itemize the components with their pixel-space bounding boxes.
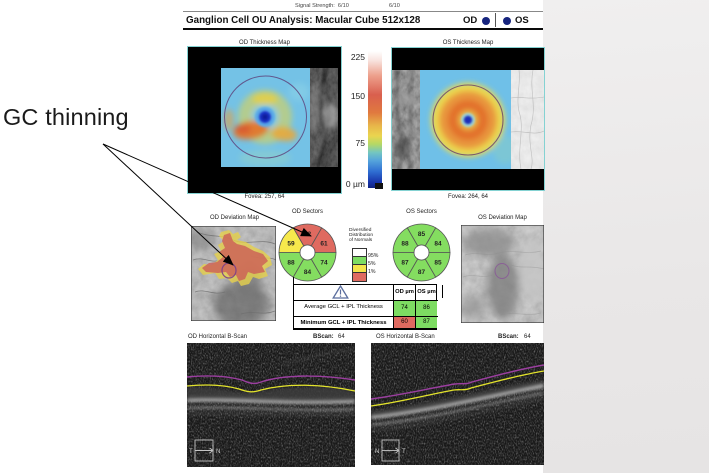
svg-text:88: 88 [401,241,409,248]
svg-text:T: T [189,449,193,455]
svg-text:59: 59 [287,241,295,248]
svg-text:84: 84 [434,241,442,248]
svg-text:61: 61 [320,241,328,248]
svg-text:87: 87 [418,269,426,276]
svg-text:62: 62 [304,231,312,238]
svg-text:85: 85 [434,260,442,267]
svg-text:85: 85 [418,231,426,238]
svg-text:87: 87 [401,260,409,267]
svg-text:N: N [216,449,220,455]
svg-text:84: 84 [304,269,312,276]
svg-text:T: T [402,449,406,455]
svg-text:74: 74 [320,260,328,267]
svg-text:N: N [375,449,379,455]
svg-text:88: 88 [287,260,295,267]
